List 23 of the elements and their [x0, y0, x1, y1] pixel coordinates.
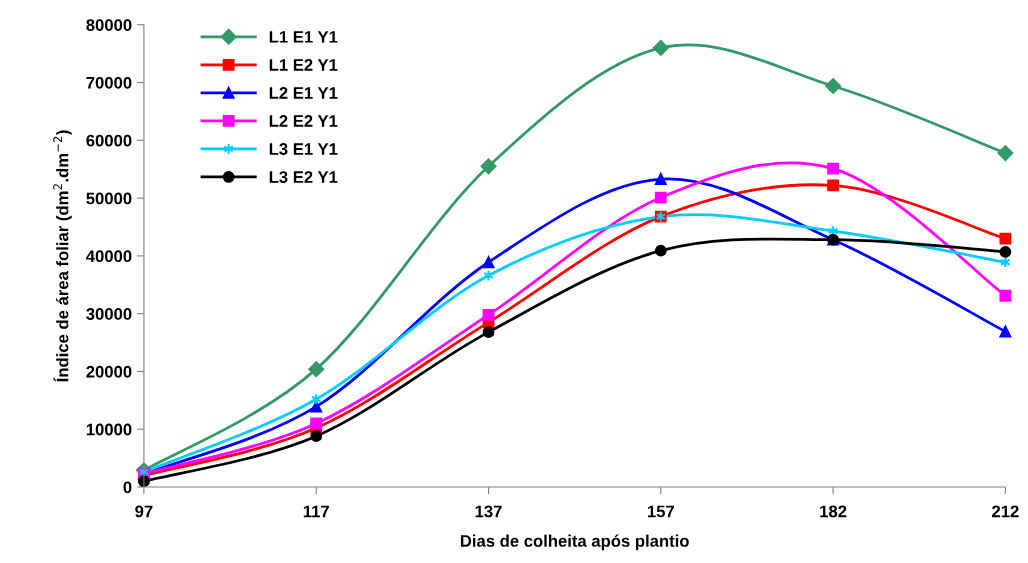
x-axis-title: Dias de colheita após plantio — [460, 534, 689, 551]
x-tick-label: 212 — [992, 505, 1019, 518]
x-tick-label: 97 — [135, 505, 153, 518]
y-tick-label: 20000 — [86, 365, 132, 378]
legend-label: L2 E2 Y1 — [269, 115, 338, 127]
y-tick-label: 30000 — [86, 308, 132, 320]
legend-label: L1 E2 Y1 — [269, 59, 338, 71]
legend-label: L1 E1 Y1 — [269, 31, 338, 43]
x-tick-label: 182 — [820, 505, 847, 518]
y-tick-label: 0 — [123, 481, 132, 494]
y-tick-label: 60000 — [86, 134, 132, 147]
y-tick-label: 10000 — [86, 423, 132, 436]
y-tick-label: 40000 — [86, 250, 132, 263]
y-tick-label: 80000 — [86, 19, 132, 31]
x-tick-label: 157 — [647, 505, 674, 518]
x-tick-label: 117 — [303, 505, 329, 518]
legend-label: L2 E1 Y1 — [269, 87, 338, 99]
x-tick-label: 137 — [475, 505, 502, 518]
y-axis-title: Índice de área foliar (dm$^{2}$.dm$^{−2}$) — [53, 130, 72, 382]
legend-label: L3 E2 Y1 — [269, 171, 338, 183]
y-tick-label: 50000 — [86, 192, 132, 205]
y-tick-label: 70000 — [86, 76, 132, 89]
legend-label: L3 E1 Y1 — [269, 143, 338, 155]
